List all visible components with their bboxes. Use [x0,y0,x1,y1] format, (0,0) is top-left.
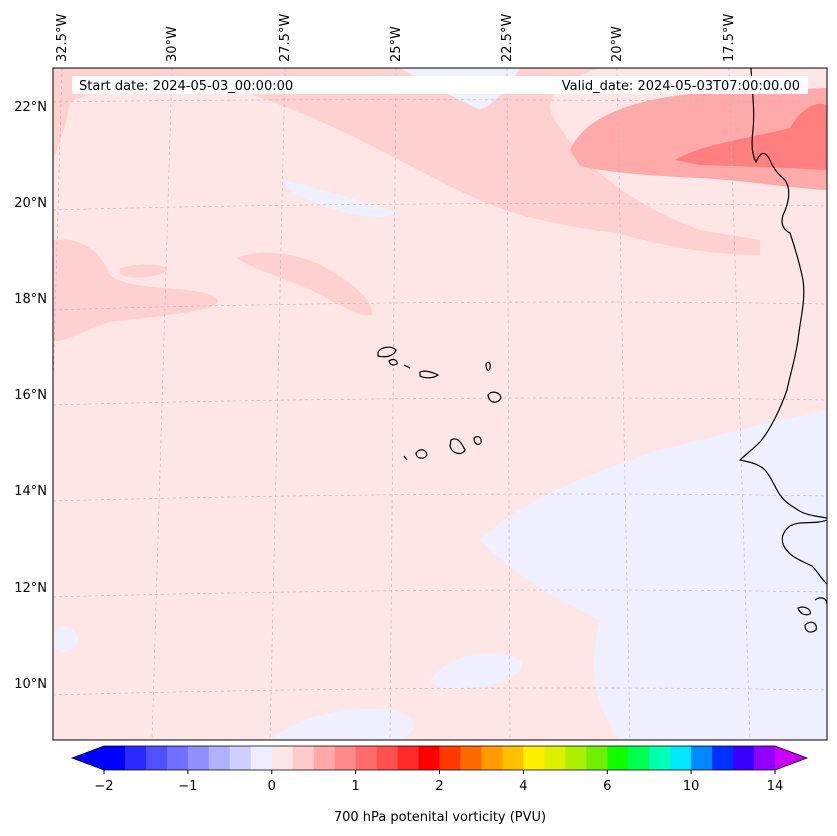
lon-label: 25°W [389,26,404,62]
colorbar-swatch [292,746,315,770]
colorbar-tick-label: 14 [767,779,784,794]
pv-lavender-strip [284,180,395,217]
colorbar-tick-label: −2 [94,779,113,794]
colorbar-swatch [397,746,419,770]
lat-label: 10°N [14,677,47,692]
colorbar-swatch [145,746,168,770]
colorbar-swatch [208,746,231,770]
colorbar-swatch [670,746,692,770]
start-date: Start date: 2024-05-03_00:00:00 [79,79,293,94]
lon-label: 22.5°W [500,14,515,62]
colorbar-swatch [544,746,566,770]
colorbar-swatch [607,746,629,770]
lon-label: 30°W [165,26,180,62]
lon-label: 17.5°W [722,14,737,62]
colorbar-swatch [733,746,755,770]
lon-label: 32.5°W [55,14,70,62]
colorbar-swatch [460,746,482,770]
map-panel [53,68,827,740]
colorbar-swatch [376,746,398,770]
colorbar-swatch [586,746,608,770]
west-africa-coastline [738,68,827,519]
colorbar-swatch [250,746,273,770]
colorbar-tick-label: 4 [519,779,527,794]
colorbar-swatch [481,746,503,770]
colorbar-tick-label: 6 [603,779,611,794]
pv-elongated-lobe [236,252,373,316]
lat-label: 12°N [14,581,47,596]
valid-date: Valid_date: 2024-05-03T07:00:00.00 [562,79,800,94]
pv-south-lavender-2 [430,652,522,689]
colorbar-swatch [334,746,357,770]
colorbar-swatch [649,746,671,770]
colorbar-swatch [104,746,126,770]
cape-verde-islands [377,346,502,461]
pv-west-spot [120,264,168,278]
colorbar-swatch [439,746,461,770]
map-frame [52,67,828,741]
pv-ribbon [160,68,640,236]
colorbar-swatch [691,746,713,770]
colorbar-label: 700 hPa potenital vorticity (PVU) [334,810,546,825]
colorbar-swatch [355,746,377,770]
colorbar-tick-label: 1 [351,779,359,794]
colorbar-swatch [502,746,524,770]
colorbar-swatch [187,746,210,770]
lat-label: 16°N [14,388,47,403]
pv-band-northwest [53,68,760,255]
colorbar-swatch [313,746,336,770]
colorbar-swatch [712,746,734,770]
colorbar-min-extend [72,746,104,770]
colorbar-tick-label: 0 [268,779,276,794]
colorbar-swatch [565,746,587,770]
pv-southeast-lavender [480,410,827,740]
west-africa-coastline-south [781,519,827,585]
date-banner [72,76,808,94]
colorbar-swatch [229,746,252,770]
lat-label: 14°N [14,484,47,499]
pv-northeast-core [675,103,827,170]
colorbar-swatch [271,746,294,770]
colorbar-ticks: −2 −1 0 1 2 4 6 10 14 [94,770,783,794]
colorbar-swatch [523,746,545,770]
colorbar-tick-label: 2 [435,779,443,794]
pv-west-lobe [53,239,218,342]
colorbar-tick-label: 10 [683,779,700,794]
pv-northwest-corner [53,68,75,160]
colorbar-max-extend [775,746,807,770]
colorbar-swatch [418,746,440,770]
lat-label: 20°N [14,196,47,211]
pv-south-lavender [270,708,414,740]
colorbar-swatch [124,746,147,770]
colorbar-swatch [628,746,650,770]
pv-southwest-lavender [55,626,78,652]
lat-label: 22°N [14,100,47,115]
colorbar-tick-label: −1 [178,779,197,794]
colorbar-swatch [166,746,189,770]
lat-label: 18°N [14,292,47,307]
gridlines [53,68,827,740]
lon-label: 20°W [610,26,625,62]
lon-label: 27.5°W [278,14,293,62]
colorbar [70,745,809,771]
colorbar-swatch [754,746,776,770]
